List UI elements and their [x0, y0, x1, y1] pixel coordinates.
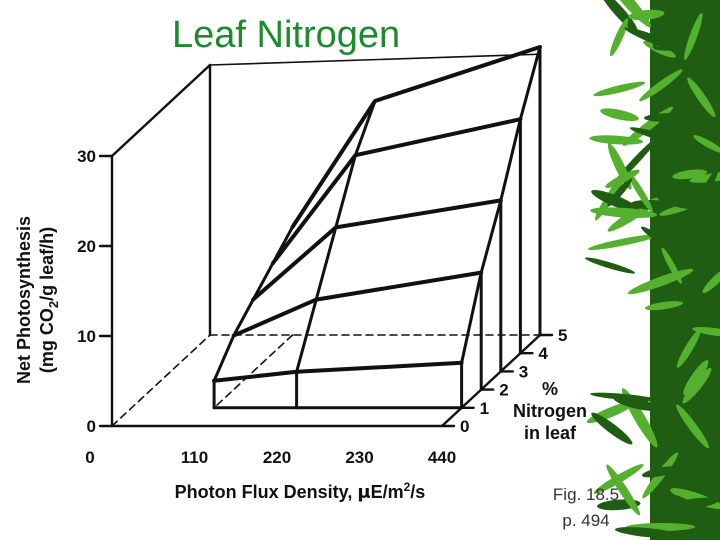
page-reference: p. 494 [562, 511, 610, 530]
z-tick-label-2: 2 [499, 381, 508, 400]
bamboo-leaf [692, 327, 720, 338]
bamboo-leaf [687, 77, 716, 117]
bamboo-leaf [641, 466, 680, 478]
bamboo-leaf [644, 301, 684, 311]
surface-line-nitrogen-3 [251, 198, 503, 302]
surface-line-nitrogen-1 [212, 360, 464, 383]
z-axis-line [440, 333, 542, 428]
x-tick-label-230: 230 [345, 448, 373, 467]
bamboo-leaf [697, 168, 719, 208]
z-tick-label-4: 4 [538, 344, 548, 363]
figure-reference: Fig. 18.5 p. 494 [540, 482, 632, 534]
bamboo-leaf [589, 135, 644, 145]
bamboo-leaf [600, 0, 638, 33]
bamboo-leaf [663, 146, 705, 160]
y-axis-label-line2: (mg CO2/g leaf/h) [37, 227, 61, 373]
floor-back-diagonal [111, 334, 211, 427]
bamboo-leaf [627, 268, 694, 295]
bamboo-leaf [593, 81, 646, 97]
bamboo-leaf [676, 329, 701, 368]
y-tick-label-10: 10 [77, 327, 96, 346]
x-axis-label: Photon Flux Density, μE/m2/s [175, 480, 426, 503]
bamboo-leaf [655, 491, 690, 504]
surface-curve-light-440 [460, 45, 542, 365]
y-axis-label-line1: Net Photosynthesis [14, 216, 34, 384]
bamboo-leaf [640, 226, 679, 253]
bamboo-leaf [702, 267, 720, 294]
bamboo-leaf-border [584, 0, 720, 540]
z-tick-label-3: 3 [519, 362, 528, 381]
bamboo-leaf [676, 404, 709, 449]
bamboo-leaf [607, 177, 633, 207]
bamboo-leaf [627, 172, 653, 213]
bamboo-leaf [606, 464, 641, 516]
bamboo-leaf [590, 207, 658, 219]
bamboo-leaf [624, 27, 693, 55]
x-tick-label-110: 110 [181, 448, 208, 467]
bamboo-leaf [600, 108, 639, 122]
bamboo-leaf [683, 360, 709, 396]
x-tick-label-440: 440 [428, 448, 456, 467]
z-tick-label-5: 5 [558, 326, 567, 345]
surface-line-nitrogen-4 [270, 117, 523, 266]
x-tick-label-0: 0 [85, 448, 94, 467]
z-tick-label-0: 0 [460, 417, 469, 436]
surface-left-base-dashed [213, 334, 294, 409]
bamboo-leaf [672, 169, 708, 180]
bamboo-leaf [639, 69, 683, 102]
back-frame-top-edge [209, 53, 541, 66]
bamboo-leaf [605, 169, 640, 189]
surface-curve-light-220 [295, 99, 377, 374]
figure-number: Fig. 18.5 [552, 485, 620, 504]
bamboo-leaf [609, 18, 629, 57]
surface-line-nitrogen-5 [290, 45, 542, 229]
surface-curve-light-110 [212, 225, 294, 383]
back-frame-top [110, 63, 212, 158]
z-tick-label-1: 1 [480, 399, 489, 418]
bamboo-leaf [656, 194, 702, 210]
bamboo-leaf [590, 392, 658, 402]
axis-labels: Net Photosynthesis (mg CO2/g leaf/h) Pho… [14, 216, 587, 503]
bamboo-leaf [693, 135, 720, 154]
bamboo-leaf [667, 497, 719, 511]
bamboo-leaf [667, 457, 698, 490]
bamboo-leaf [615, 527, 682, 539]
y-tick-label-0: 0 [87, 417, 96, 436]
x-tick-label-220: 220 [263, 448, 291, 467]
y-tick-label-30: 30 [77, 147, 96, 166]
bamboo-leaf [682, 367, 712, 404]
bamboo-leaf [643, 112, 702, 123]
bamboo-leaf [587, 234, 659, 250]
bamboo-leaf [605, 0, 652, 28]
bamboo-leaf [591, 412, 633, 445]
bamboo-leaf [629, 127, 693, 147]
slide-title: Leaf Nitrogen [172, 14, 401, 56]
z-axis-label-line3: in leaf [524, 423, 577, 443]
bamboo-leaf [684, 49, 720, 65]
z-axis-label-line1: % [542, 379, 558, 399]
z-axis-label-line2: Nitrogen [513, 401, 587, 421]
y-tick-label-20: 20 [77, 237, 96, 256]
surface-plot [212, 45, 542, 410]
bamboo-leaf [684, 12, 703, 60]
bamboo-leaf [584, 257, 636, 274]
